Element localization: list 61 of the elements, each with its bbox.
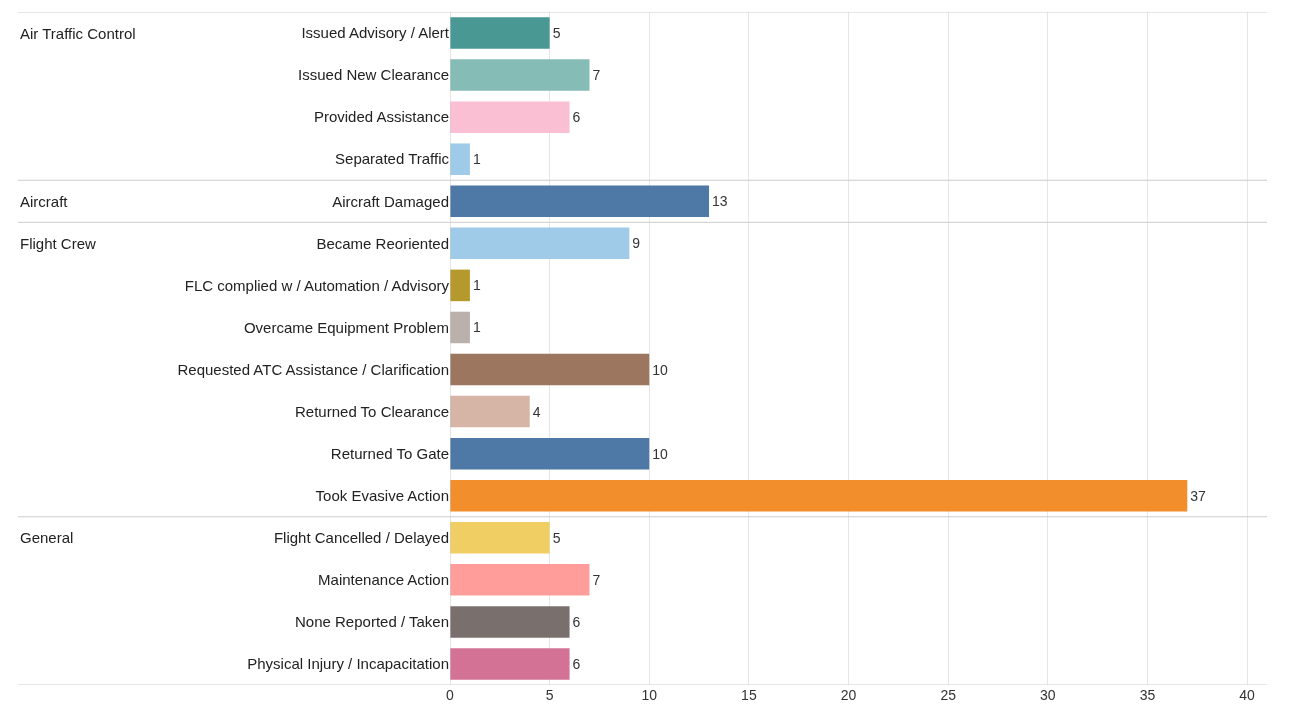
text: Flight Crew [20,235,97,252]
text: Air Traffic Control [20,25,136,42]
y-tick-label: Became Reoriented [316,234,449,252]
data-label: 5 [552,529,561,546]
bar [450,353,650,386]
x-tick-label: 20 [840,687,857,703]
x-tick-label: 10 [641,687,658,703]
x-tick-label: 35 [1139,687,1156,703]
y-tick-label: Took Evasive Action [315,486,449,504]
bar [450,185,710,218]
y-tick-label: Returned To Clearance [295,402,449,420]
bar [450,479,1188,512]
x-tick-label: 5 [545,687,554,703]
y-tick-label: Requested ATC Assistance / Clarification [177,360,449,378]
data-label: 6 [572,655,581,672]
text: General [20,529,74,546]
y-tick-label: Maintenance Action [318,571,449,589]
y-tick-label: Separated Traffic [335,150,450,168]
data-label: 6 [572,613,581,630]
bar [450,311,470,344]
data-label: 1 [472,277,481,294]
data-label: 9 [632,235,641,252]
bar [450,395,530,428]
y-tick-label: Issued New Clearance [298,66,449,84]
data-label: 13 [712,193,728,210]
bar [450,606,570,638]
bar [450,17,550,49]
data-label: 10 [652,445,669,462]
y-tick-label: Provided Assistance [313,108,449,126]
bar [450,59,590,91]
data-label: 7 [592,571,601,588]
data-label: 4 [532,403,541,420]
data-label: 10 [652,361,669,378]
text: Aircraft [20,193,69,210]
y-tick-label: Overcame Equipment Problem [243,318,449,336]
bar [450,143,470,175]
bar [450,269,470,302]
bar [450,227,630,260]
y-tick-label: Returned To Gate [330,444,449,462]
data-label: 6 [572,109,581,126]
bar [450,522,550,554]
x-tick-label: 25 [940,687,957,703]
x-tick-label: 0 [446,687,455,703]
y-tick-label: FLC complied w / Automation / Advisory [184,276,450,294]
bar [450,648,570,680]
data-label: 1 [472,319,481,336]
y-tick-label: Flight Cancelled / Delayed [273,529,449,547]
data-label: 5 [552,25,561,42]
y-tick-label: Physical Injury / Incapacitation [247,655,449,673]
data-label: 7 [592,67,601,84]
x-tick-label: 40 [1239,687,1256,703]
x-tick-label: 30 [1040,687,1056,703]
data-label: 1 [472,151,481,168]
bar [450,564,590,596]
y-tick-label: None Reported / Taken [295,613,449,631]
data-label: 37 [1190,487,1207,504]
x-tick-label: 15 [741,687,757,703]
y-tick-label: Issued Advisory / Alert [301,24,450,42]
y-tick-label: Aircraft Damaged [332,192,449,210]
bar [450,101,570,133]
bar [450,437,650,470]
